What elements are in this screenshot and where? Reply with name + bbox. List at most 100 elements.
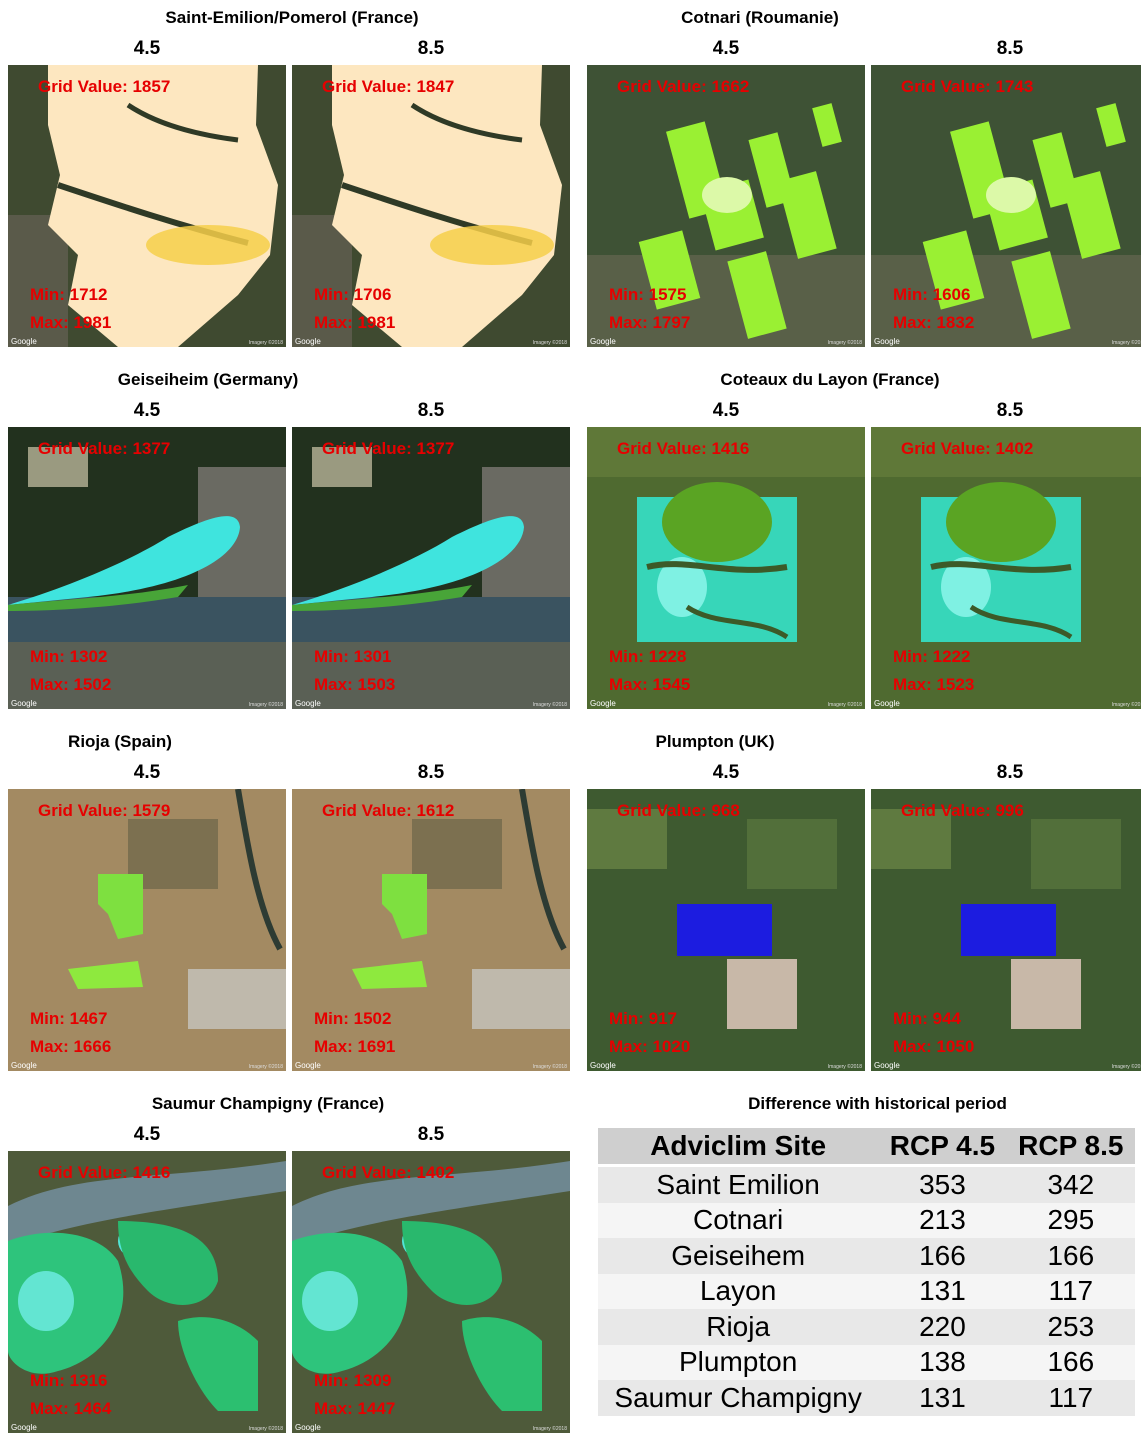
map-panel: Grid Value: 1377 Min: 1301 Max: 1503 Google… [292, 427, 570, 709]
scenario-label: 8.5 [996, 762, 1024, 783]
min-value-label: Min: 1222 [893, 647, 971, 666]
map-panel: Grid Value: 1743 Min: 1606 Max: 1832 Google… [871, 65, 1141, 347]
scenario-label: 4.5 [133, 1124, 161, 1145]
header-site: Adviclim Site [598, 1128, 879, 1167]
max-value-label: Max: 1464 [30, 1399, 112, 1418]
map-panel: Grid Value: 996 Min: 944 Max: 1050 Google Im… [871, 789, 1141, 1071]
cell-site: Saumur Champigny [598, 1380, 879, 1416]
google-attribution: Google [874, 1061, 900, 1070]
min-value-label: Min: 1502 [314, 1009, 392, 1028]
cell-rcp85: 117 [1006, 1380, 1135, 1416]
cell-rcp45: 213 [878, 1202, 1007, 1238]
cell-site: Layon [598, 1273, 879, 1309]
max-value-label: Max: 1666 [30, 1037, 112, 1056]
max-value-label: Max: 1020 [609, 1037, 691, 1056]
header-rcp85: RCP 8.5 [1006, 1128, 1135, 1167]
cell-rcp45: 166 [878, 1238, 1007, 1274]
google-attribution: Google [295, 1061, 321, 1070]
google-attribution: Google [11, 1423, 37, 1432]
satellite-map [8, 65, 286, 347]
table-row: Saint Emilion 353 342 [598, 1165, 1135, 1203]
site-title: Plumpton (UK) [655, 732, 775, 751]
min-value-label: Min: 1706 [314, 285, 392, 304]
min-value-label: Min: 917 [609, 1009, 678, 1028]
google-attribution: Google [295, 1423, 321, 1432]
cell-rcp45: 220 [878, 1309, 1007, 1345]
scenario-label: 8.5 [996, 400, 1024, 421]
min-value-label: Min: 1316 [30, 1371, 108, 1390]
imagery-attribution: Imagery ©2018 [532, 1064, 567, 1070]
scenario-label: 4.5 [712, 38, 740, 59]
cell-rcp85: 295 [1006, 1202, 1135, 1238]
min-value-label: Min: 1301 [314, 647, 392, 666]
imagery-attribution: Imagery ©2018 [827, 1064, 862, 1070]
scenario-label: 4.5 [712, 400, 740, 421]
imagery-attribution: Imagery ©2018 [532, 702, 567, 708]
map-panel: Grid Value: 1612 Min: 1502 Max: 1691 Google… [292, 789, 570, 1071]
cell-site: Geiseihem [598, 1238, 879, 1274]
google-attribution: Google [874, 699, 900, 708]
scenario-label: 8.5 [417, 400, 445, 421]
table-row: Plumpton 138 166 [598, 1344, 1135, 1380]
cell-rcp45: 138 [878, 1344, 1007, 1380]
imagery-attribution: Imagery ©2018 [827, 702, 862, 708]
google-attribution: Google [11, 337, 37, 346]
cell-rcp85: 166 [1006, 1238, 1135, 1274]
imagery-attribution: Imagery ©2018 [248, 1426, 283, 1432]
scenario-label: 4.5 [133, 400, 161, 421]
cell-site: Saint Emilion [598, 1165, 879, 1203]
scenario-label: 4.5 [712, 762, 740, 783]
map-panel: Grid Value: 1402 Min: 1222 Max: 1523 Google… [871, 427, 1141, 709]
satellite-map [292, 789, 570, 1071]
imagery-attribution: Imagery ©2018 [1111, 702, 1141, 708]
grid-value-label: Grid Value: 1847 [322, 77, 455, 96]
imagery-attribution: Imagery ©2018 [248, 1064, 283, 1070]
map-panel: Grid Value: 1416 Min: 1316 Max: 1464 Google… [8, 1151, 286, 1433]
google-attribution: Google [590, 699, 616, 708]
satellite-map [871, 789, 1141, 1071]
grid-value-label: Grid Value: 1402 [901, 439, 1034, 458]
map-panel: Grid Value: 1377 Min: 1302 Max: 1502 Google… [8, 427, 286, 709]
map-panel: Grid Value: 1662 Min: 1575 Max: 1797 Google… [587, 65, 865, 347]
table-row: Geiseihem 166 166 [598, 1238, 1135, 1274]
imagery-attribution: Imagery ©2018 [1111, 340, 1141, 346]
grid-value-label: Grid Value: 968 [617, 801, 740, 820]
site-title: Saint-Emilion/Pomerol (France) [165, 8, 419, 27]
difference-table: Adviclim Site RCP 4.5 RCP 8.5 Saint Emil… [598, 1128, 1135, 1416]
site-title: Saumur Champigny (France) [151, 1094, 385, 1113]
min-value-label: Min: 944 [893, 1009, 962, 1028]
imagery-attribution: Imagery ©2018 [248, 340, 283, 346]
scenario-label: 8.5 [417, 762, 445, 783]
grid-value-label: Grid Value: 996 [901, 801, 1024, 820]
satellite-map [871, 65, 1141, 347]
map-panel: Grid Value: 968 Min: 917 Max: 1020 Google Im… [587, 789, 865, 1071]
max-value-label: Max: 1545 [609, 675, 691, 694]
table-row: Layon 131 117 [598, 1273, 1135, 1309]
cell-rcp85: 117 [1006, 1273, 1135, 1309]
satellite-map [8, 1151, 286, 1433]
imagery-attribution: Imagery ©2018 [532, 1426, 567, 1432]
scenario-label: 4.5 [133, 762, 161, 783]
imagery-attribution: Imagery ©2018 [1111, 1064, 1141, 1070]
max-value-label: Max: 1981 [314, 313, 396, 332]
table-row: Saumur Champigny 131 117 [598, 1380, 1135, 1416]
site-title: Cotnari (Roumanie) [681, 8, 839, 27]
min-value-label: Min: 1575 [609, 285, 687, 304]
google-attribution: Google [11, 1061, 37, 1070]
satellite-map [292, 1151, 570, 1433]
grid-value-label: Grid Value: 1612 [322, 801, 455, 820]
site-title: Rioja (Spain) [68, 732, 172, 751]
min-value-label: Min: 1309 [314, 1371, 392, 1390]
header-rcp45: RCP 4.5 [878, 1128, 1007, 1167]
imagery-attribution: Imagery ©2018 [248, 702, 283, 708]
google-attribution: Google [874, 337, 900, 346]
scenario-label: 4.5 [133, 38, 161, 59]
table-title: Difference with historical period [748, 1094, 1007, 1113]
google-attribution: Google [11, 699, 37, 708]
min-value-label: Min: 1228 [609, 647, 687, 666]
max-value-label: Max: 1981 [30, 313, 112, 332]
grid-value-label: Grid Value: 1857 [38, 77, 171, 96]
grid-value-label: Grid Value: 1743 [901, 77, 1034, 96]
satellite-map [292, 65, 570, 347]
satellite-map [587, 789, 865, 1071]
